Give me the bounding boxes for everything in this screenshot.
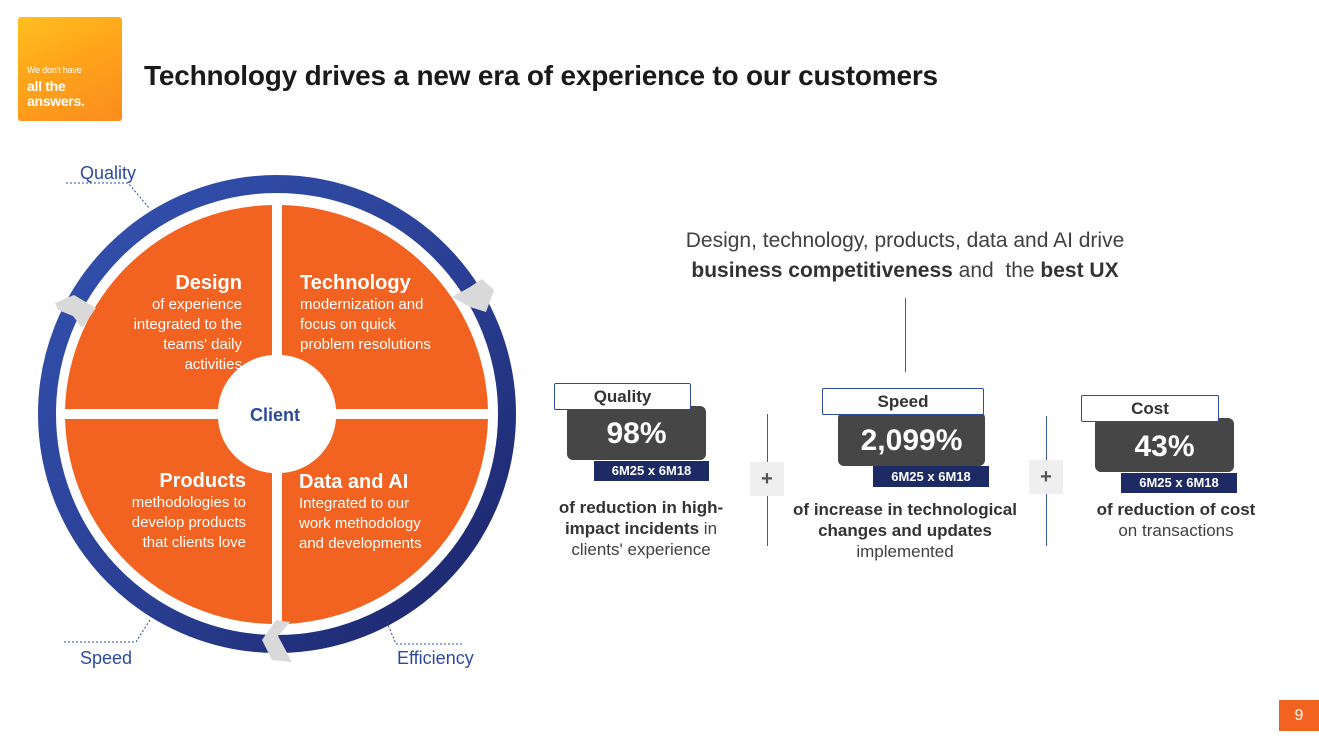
tagline-connector-line xyxy=(905,298,906,372)
quadrant-technology-shape xyxy=(282,205,488,409)
label-speed: Speed xyxy=(80,648,133,668)
tagline-bold-1: business competitiveness xyxy=(691,259,953,282)
quadrant-design-shape xyxy=(65,205,272,409)
tagline-mid: and the xyxy=(952,259,1041,282)
brand-logo: We don't have all the answers. xyxy=(18,17,122,121)
logo-line-3: answers. xyxy=(27,93,85,109)
label-quality: Quality xyxy=(80,163,137,183)
quadrant-technology-body: modernization and focus on quick problem… xyxy=(300,296,431,353)
quadrant-products-body: methodologies to develop products that c… xyxy=(131,494,246,551)
page-number: 9 xyxy=(1279,700,1319,731)
metric-speed-period: 6M25 x 6M18 xyxy=(873,466,989,487)
metric-cost-label: Cost xyxy=(1081,395,1219,422)
quadrant-products-shape xyxy=(65,419,272,624)
chevron-bottom-icon xyxy=(262,620,292,662)
quadrant-technology-heading: Technology xyxy=(300,272,411,294)
quadrant-design: Design of experience integrated to the t… xyxy=(52,271,242,375)
metric-speed-description: of increase in technological changes and… xyxy=(785,499,1025,562)
quadrant-design-body: of experience integrated to the teams' d… xyxy=(133,296,242,373)
chevron-top-left-icon xyxy=(55,295,96,328)
client-wheel-diagram xyxy=(38,175,516,662)
client-center-label: Client xyxy=(249,405,300,425)
plus-icon: + xyxy=(750,462,784,496)
metric-quality-period: 6M25 x 6M18 xyxy=(594,461,709,481)
metric-quality-desc-rest: in clients' experience xyxy=(571,519,718,559)
tagline-line-2: business competitiveness and the best UX xyxy=(600,256,1210,286)
metric-quality-value: 98% xyxy=(567,406,706,460)
metric-cost-desc-rest: on transactions xyxy=(1118,521,1234,540)
metric-quality-label: Quality xyxy=(554,383,691,410)
metric-cost-description: of reduction of cost on transactions xyxy=(1086,499,1266,541)
quadrant-products-heading: Products xyxy=(159,470,246,492)
metric-speed-label: Speed xyxy=(822,388,984,415)
quadrant-data-ai-shape xyxy=(282,419,488,624)
quadrant-data-ai-body: Integrated to our work methodology and d… xyxy=(299,495,422,552)
metric-speed-desc-rest: implemented xyxy=(856,542,954,561)
logo-line-2: all the xyxy=(27,78,66,94)
metric-speed-value: 2,099% xyxy=(838,412,985,466)
metric-quality-description: of reduction in high-impact incidents in… xyxy=(551,497,731,560)
metric-quality-desc-bold: of reduction in high-impact incidents xyxy=(558,498,724,538)
slide-title: Technology drives a new era of experienc… xyxy=(144,60,938,91)
tagline-bold-2: best UX xyxy=(1040,259,1119,282)
metric-speed-desc-bold: of increase in technological changes and… xyxy=(793,500,1017,540)
quadrant-design-heading: Design xyxy=(175,272,242,294)
quadrant-technology: Technology modernization and focus on qu… xyxy=(300,271,460,355)
metric-cost-desc-bold: of reduction of cost xyxy=(1096,500,1256,519)
plus-icon: + xyxy=(1029,460,1063,494)
tagline-line-1: Design, technology, products, data and A… xyxy=(685,229,1125,252)
quadrant-data-ai-heading: Data and AI xyxy=(299,471,409,493)
tagline: Design, technology, products, data and A… xyxy=(600,226,1210,286)
label-efficiency: Efficiency xyxy=(397,648,474,668)
quadrant-data-ai: Data and AI Integrated to our work metho… xyxy=(299,470,459,554)
metric-cost-value: 43% xyxy=(1095,418,1234,472)
quadrant-products: Products methodologies to develop produc… xyxy=(56,469,246,553)
chevron-right-icon xyxy=(452,279,494,312)
metric-cost-period: 6M25 x 6M18 xyxy=(1121,473,1237,493)
logo-line-1: We don't have xyxy=(27,65,82,75)
